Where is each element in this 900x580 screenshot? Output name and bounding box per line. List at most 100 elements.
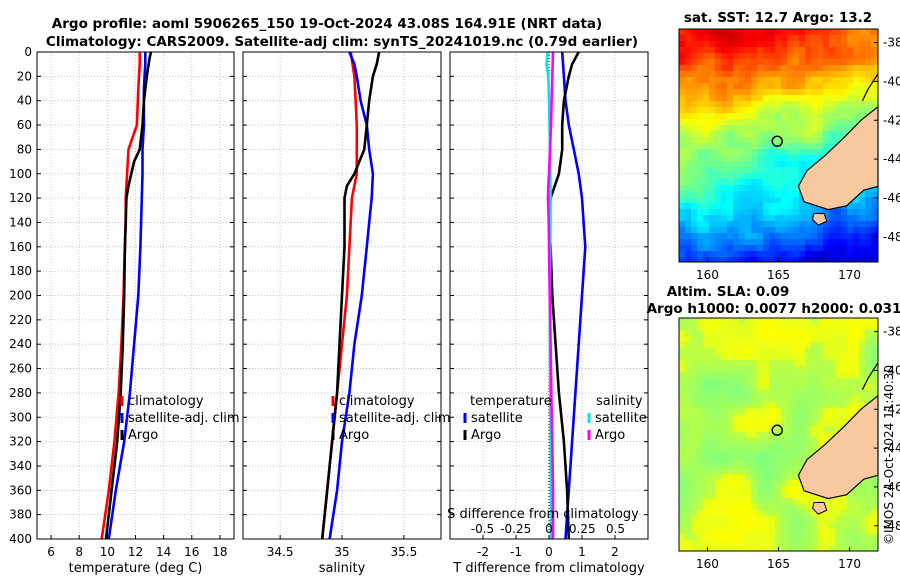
sla_map-cell bbox=[715, 354, 722, 361]
sla_map-cell bbox=[733, 402, 740, 409]
sst_map-cell bbox=[721, 233, 728, 240]
sst_map-cell bbox=[829, 245, 836, 252]
sla_map-cell bbox=[751, 444, 758, 451]
sst_map-cell bbox=[787, 197, 794, 204]
sla_map-cell bbox=[787, 456, 794, 463]
sst_map-cell bbox=[823, 227, 830, 234]
sla_map-cell bbox=[787, 408, 794, 415]
sst_map-cell bbox=[763, 197, 770, 204]
sst_map-cell bbox=[745, 89, 752, 96]
sla_map-cell bbox=[781, 504, 788, 511]
sst_map-cell bbox=[829, 35, 836, 42]
sst_map-cell bbox=[787, 59, 794, 66]
sst_map-cell bbox=[739, 179, 746, 186]
sst_map-cell bbox=[727, 245, 734, 252]
sla_map-cell bbox=[787, 330, 794, 337]
sst_map-cell bbox=[781, 83, 788, 90]
sst_map-cell bbox=[805, 233, 812, 240]
sla_map-cell bbox=[865, 342, 872, 349]
sla_map-cell bbox=[685, 420, 692, 427]
sla_map-cell bbox=[763, 324, 770, 331]
sst_map-cell bbox=[823, 251, 830, 258]
sst_map-cell bbox=[733, 155, 740, 162]
sla_map-cell bbox=[835, 390, 842, 397]
sla_map-cell bbox=[769, 450, 776, 457]
sst_map-cell bbox=[865, 35, 872, 42]
sst_map-cell bbox=[691, 227, 698, 234]
sla_map-cell bbox=[733, 330, 740, 337]
sla_map-cell bbox=[727, 342, 734, 349]
sla_map-cell bbox=[805, 378, 812, 385]
temperature-legend-argo-text: Argo bbox=[128, 428, 158, 443]
sla_map-cell bbox=[709, 480, 716, 487]
sst_map-cell bbox=[805, 143, 812, 150]
sst_map-cell bbox=[709, 251, 716, 258]
sla_map-cell bbox=[721, 528, 728, 535]
sla_map-cell bbox=[817, 534, 824, 541]
sst_map-cell bbox=[709, 245, 716, 252]
sst_map-cell bbox=[751, 53, 758, 60]
sla_map-cell bbox=[697, 414, 704, 421]
sst_map-cell bbox=[781, 29, 788, 36]
sst_map-cell bbox=[703, 161, 710, 168]
sst_map-cell bbox=[757, 245, 764, 252]
sla_map-cell bbox=[715, 498, 722, 505]
sla_map-cell bbox=[859, 324, 866, 331]
sst_map-cell bbox=[745, 203, 752, 210]
sst_map-cell bbox=[715, 143, 722, 150]
sst_map-cell bbox=[733, 41, 740, 48]
sla_map-cell bbox=[763, 408, 770, 415]
sst_map-cell bbox=[757, 179, 764, 186]
sst_map-cell bbox=[805, 95, 812, 102]
sla_map-cell bbox=[757, 414, 764, 421]
sla_map-cell bbox=[781, 366, 788, 373]
sst_map-cell bbox=[775, 197, 782, 204]
sla_map-cell bbox=[799, 516, 806, 523]
sst_map-cell bbox=[817, 107, 824, 114]
difference-series-salinity-argo bbox=[546, 51, 555, 539]
sst_map-cell bbox=[835, 77, 842, 84]
sst_map-cell bbox=[751, 131, 758, 138]
sst_map-cell bbox=[721, 137, 728, 144]
salinity-frame bbox=[242, 51, 442, 540]
sla_map-cell bbox=[691, 336, 698, 343]
sst_map-cell bbox=[811, 89, 818, 96]
sst_map-cell bbox=[691, 239, 698, 246]
sla_map-cell bbox=[745, 396, 752, 403]
sla_map-cell bbox=[805, 336, 812, 343]
sst_map-cell bbox=[703, 95, 710, 102]
sla_map-cell bbox=[805, 402, 812, 409]
sla_map-cell bbox=[781, 378, 788, 385]
sla_map-cell bbox=[805, 450, 812, 457]
sst_map-cell bbox=[703, 203, 710, 210]
sst_map-cell bbox=[709, 71, 716, 78]
sla_map-cell bbox=[811, 402, 818, 409]
sst_map-cell bbox=[835, 131, 842, 138]
sst_map-land bbox=[797, 105, 879, 211]
sla_map-cell bbox=[781, 426, 788, 433]
sla_map-cell bbox=[715, 426, 722, 433]
sla_map-cell bbox=[781, 396, 788, 403]
sst_map-cell bbox=[727, 101, 734, 108]
sst_map-cell bbox=[841, 251, 848, 258]
sla_map-cell bbox=[865, 348, 872, 355]
sla_map-cell bbox=[685, 396, 692, 403]
sst_map-cell bbox=[685, 227, 692, 234]
sla_map-cell bbox=[751, 492, 758, 499]
sst_map-cell bbox=[721, 77, 728, 84]
sst_map-cell bbox=[709, 35, 716, 42]
sst_map-cell bbox=[847, 203, 854, 210]
sla_map-cell bbox=[697, 540, 704, 547]
sst_map-cell bbox=[697, 167, 704, 174]
sla_map-cell bbox=[709, 522, 716, 529]
sla_map-cell bbox=[823, 534, 830, 541]
sst_map-cell bbox=[817, 239, 824, 246]
sla_map-cell bbox=[721, 486, 728, 493]
sla_map-argo-marker bbox=[771, 424, 783, 436]
sst_map-cell bbox=[823, 209, 830, 216]
sla_map-cell bbox=[727, 396, 734, 403]
sla_map-cell bbox=[679, 432, 686, 439]
sst_map-cell bbox=[787, 29, 794, 36]
sla_map-cell bbox=[811, 318, 818, 325]
sst_map-cell bbox=[853, 113, 860, 120]
